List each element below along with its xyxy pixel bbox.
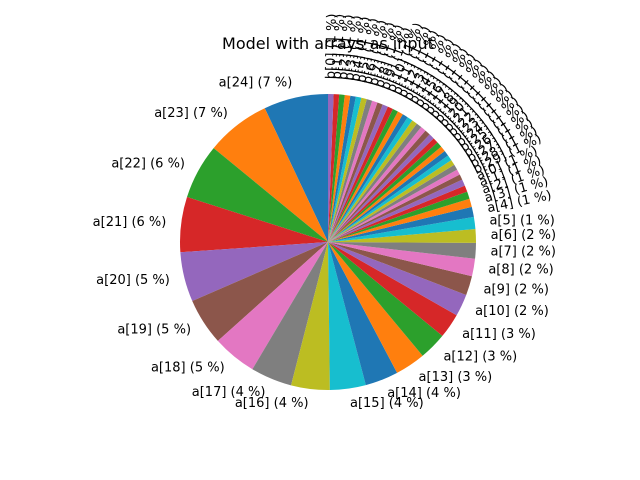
slice-label: a[15] (4 %) bbox=[350, 396, 424, 411]
pie-slice bbox=[328, 138, 438, 242]
slice-label: a[23] (7 %) bbox=[154, 106, 228, 121]
pie-slice bbox=[328, 104, 388, 242]
pie-slice bbox=[328, 242, 467, 316]
chart-title: Model with arrays as input bbox=[222, 34, 434, 53]
slice-label: a[8] (2 %) bbox=[488, 263, 553, 278]
slice-label: a[20] (5 %) bbox=[96, 273, 170, 288]
slice-label: a[19] (5 %) bbox=[117, 322, 191, 337]
pie-slice bbox=[328, 120, 417, 242]
pie-slice bbox=[328, 242, 457, 336]
slice-label: a[5] (1 %) bbox=[489, 214, 554, 229]
pie-slice bbox=[328, 96, 362, 243]
pie-slice bbox=[328, 198, 472, 242]
slice-label: b[2] (1 %) bbox=[336, 14, 357, 81]
pie-slice bbox=[291, 242, 330, 390]
pie-slice bbox=[328, 206, 474, 242]
pie-slice bbox=[328, 155, 452, 242]
pie-slice bbox=[328, 150, 449, 242]
pie-slice bbox=[180, 242, 328, 302]
pie-slice bbox=[328, 164, 458, 242]
pie-slice bbox=[328, 117, 413, 242]
pie-slice bbox=[328, 94, 340, 242]
slice-label: a[9] (2 %) bbox=[484, 283, 549, 298]
slice-label: a[17] (4 %) bbox=[192, 385, 266, 400]
pie-slice bbox=[328, 242, 366, 390]
pie-slice bbox=[328, 174, 463, 242]
slice-label: a[12] (3 %) bbox=[443, 349, 517, 364]
pie-slice bbox=[328, 191, 470, 242]
slice-label: a[11] (3 %) bbox=[462, 327, 536, 342]
pie-slice bbox=[252, 242, 328, 386]
pie-slice bbox=[328, 146, 445, 242]
pie-slice bbox=[328, 99, 373, 242]
pie-slice bbox=[328, 114, 408, 242]
pie-slice bbox=[328, 94, 334, 242]
pie-slice bbox=[328, 130, 430, 242]
pie-slice bbox=[328, 123, 422, 242]
pie-slice bbox=[328, 242, 398, 386]
slice-label: a[13] (3 %) bbox=[419, 370, 493, 385]
pie-slice bbox=[328, 94, 345, 243]
pie-slice bbox=[328, 242, 476, 259]
pie-slice bbox=[328, 95, 356, 243]
slice-label: a[14] (4 %) bbox=[387, 386, 461, 401]
pie-slice bbox=[328, 228, 477, 243]
slice-label: a[21] (6 %) bbox=[93, 215, 167, 230]
pie-slice bbox=[328, 102, 383, 243]
pie-slice bbox=[217, 242, 328, 370]
pie-slice bbox=[328, 242, 443, 356]
pie-slice bbox=[328, 134, 434, 242]
slice-label: a[24] (7 %) bbox=[219, 76, 293, 91]
pie-slice bbox=[328, 169, 460, 242]
pie-slice bbox=[328, 242, 472, 295]
pie-slice bbox=[179, 196, 328, 253]
slice-label: b[0] (1 %) bbox=[324, 13, 340, 79]
pie-slice bbox=[328, 185, 468, 242]
pie-slice bbox=[328, 242, 423, 373]
slice-label: a[7] (2 %) bbox=[491, 244, 556, 259]
slice-label: b[1] (1 %) bbox=[330, 13, 349, 79]
pie-slice bbox=[187, 148, 328, 242]
pie-slice bbox=[328, 127, 426, 242]
slice-label: a[10] (2 %) bbox=[475, 304, 549, 319]
pie-slices bbox=[179, 94, 477, 390]
slice-label: a[22] (6 %) bbox=[111, 157, 185, 172]
pie-slice bbox=[328, 100, 378, 242]
slice-label: a[16] (4 %) bbox=[235, 396, 309, 411]
pie-slice bbox=[213, 108, 328, 242]
pie-slice bbox=[328, 242, 476, 277]
pie-slice bbox=[328, 111, 403, 243]
slice-label: a[6] (2 %) bbox=[491, 228, 556, 243]
pie-slice bbox=[328, 109, 398, 243]
pie-slice bbox=[264, 94, 328, 242]
pie-slice bbox=[328, 142, 442, 242]
slice-label: a[18] (5 %) bbox=[151, 360, 225, 375]
pie-labels: a[24] (7 %) a[23] (7 %) a[22] (6 %) a[21] (… bbox=[93, 13, 556, 411]
pie-slice bbox=[328, 94, 351, 242]
pie-slice bbox=[328, 179, 465, 242]
pie-slice bbox=[328, 216, 476, 242]
pie-slice bbox=[328, 97, 367, 242]
pie-slice bbox=[192, 242, 328, 341]
pie-slice bbox=[328, 106, 393, 243]
pie-slice bbox=[328, 160, 455, 242]
